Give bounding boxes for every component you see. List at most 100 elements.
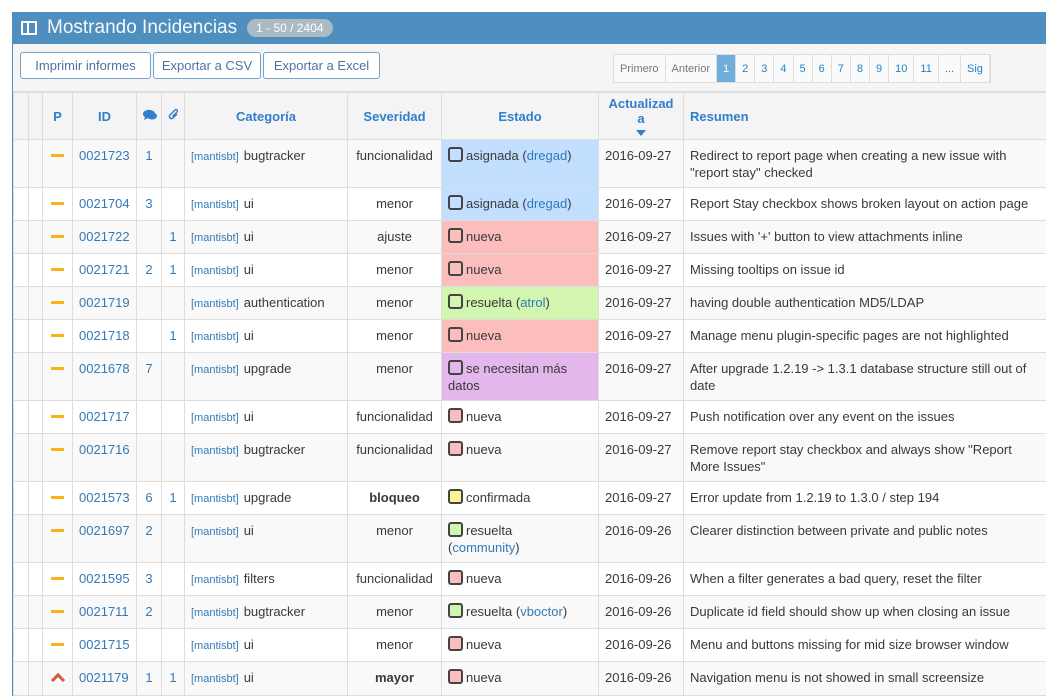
notes-link[interactable]: 1 (145, 148, 152, 163)
page-link[interactable]: 9 (870, 55, 889, 82)
col-status[interactable]: Estado (442, 93, 599, 140)
project-link[interactable]: [mantisbt] (191, 412, 239, 424)
project-link[interactable]: [mantisbt] (191, 298, 239, 310)
edit-cell[interactable] (29, 482, 43, 515)
select-cell[interactable] (14, 287, 29, 320)
issue-id-link[interactable]: 0021716 (79, 442, 130, 457)
select-cell[interactable] (14, 596, 29, 629)
page-link[interactable]: 10 (889, 55, 914, 82)
edit-cell[interactable] (29, 662, 43, 696)
edit-cell[interactable] (29, 188, 43, 221)
issue-id-link[interactable]: 0021573 (79, 490, 130, 505)
issue-id-link[interactable]: 0021697 (79, 523, 130, 538)
issue-id-link[interactable]: 0021711 (79, 604, 129, 619)
project-link[interactable]: [mantisbt] (191, 151, 239, 163)
issue-id-link[interactable]: 0021721 (79, 262, 130, 277)
select-cell[interactable] (14, 662, 29, 696)
col-priority[interactable]: P (43, 93, 73, 140)
edit-cell[interactable] (29, 596, 43, 629)
page-link[interactable]: 11 (914, 55, 938, 82)
page-link[interactable]: Primero (614, 55, 666, 82)
page-link[interactable]: ... (939, 55, 961, 82)
page-link[interactable]: 4 (774, 55, 793, 82)
project-link[interactable]: [mantisbt] (191, 640, 239, 652)
project-link[interactable]: [mantisbt] (191, 493, 239, 505)
issue-id-link[interactable]: 0021723 (79, 148, 130, 163)
issue-id-link[interactable]: 0021704 (79, 196, 130, 211)
issue-id-link[interactable]: 0021595 (79, 571, 130, 586)
issue-id-link[interactable]: 0021179 (79, 670, 129, 685)
edit-cell[interactable] (29, 140, 43, 188)
select-cell[interactable] (14, 629, 29, 662)
edit-cell[interactable] (29, 353, 43, 401)
edit-cell[interactable] (29, 320, 43, 353)
export-csv-button[interactable]: Exportar a CSV (153, 52, 261, 79)
notes-link[interactable]: 7 (145, 361, 152, 376)
select-cell[interactable] (14, 515, 29, 563)
select-cell[interactable] (14, 221, 29, 254)
attachments-link[interactable]: 1 (169, 229, 176, 244)
project-link[interactable]: [mantisbt] (191, 673, 239, 685)
project-link[interactable]: [mantisbt] (191, 574, 239, 586)
select-cell[interactable] (14, 140, 29, 188)
page-link[interactable]: 7 (832, 55, 851, 82)
issue-id-link[interactable]: 0021678 (79, 361, 130, 376)
issue-id-link[interactable]: 0021715 (79, 637, 130, 652)
select-cell[interactable] (14, 188, 29, 221)
notes-link[interactable]: 2 (145, 523, 152, 538)
col-updated[interactable]: Actualizada (599, 93, 684, 140)
attachments-link[interactable]: 1 (169, 328, 176, 343)
col-id[interactable]: ID (73, 93, 137, 140)
col-attachments[interactable] (162, 93, 185, 140)
handler-link[interactable]: community (452, 540, 515, 555)
page-link[interactable]: 2 (736, 55, 755, 82)
issue-id-link[interactable]: 0021722 (79, 229, 130, 244)
edit-cell[interactable] (29, 629, 43, 662)
edit-cell[interactable] (29, 221, 43, 254)
project-link[interactable]: [mantisbt] (191, 364, 239, 376)
project-link[interactable]: [mantisbt] (191, 526, 239, 538)
handler-link[interactable]: vboctor (520, 604, 563, 619)
notes-link[interactable]: 1 (145, 670, 152, 685)
issue-id-link[interactable]: 0021719 (79, 295, 130, 310)
project-link[interactable]: [mantisbt] (191, 265, 239, 277)
project-link[interactable]: [mantisbt] (191, 607, 239, 619)
select-cell[interactable] (14, 320, 29, 353)
select-cell[interactable] (14, 563, 29, 596)
print-reports-button[interactable]: Imprimir informes (20, 52, 151, 79)
edit-cell[interactable] (29, 563, 43, 596)
page-link[interactable]: 8 (851, 55, 870, 82)
handler-link[interactable]: dregad (527, 196, 567, 211)
col-notes[interactable] (137, 93, 162, 140)
select-cell[interactable] (14, 401, 29, 434)
project-link[interactable]: [mantisbt] (191, 331, 239, 343)
issue-id-link[interactable]: 0021718 (79, 328, 130, 343)
export-excel-button[interactable]: Exportar a Excel (263, 52, 380, 79)
col-severity[interactable]: Severidad (348, 93, 442, 140)
page-link[interactable]: Sig (961, 55, 990, 82)
notes-link[interactable]: 6 (145, 490, 152, 505)
edit-cell[interactable] (29, 515, 43, 563)
page-link[interactable]: Anterior (666, 55, 718, 82)
notes-link[interactable]: 3 (145, 571, 152, 586)
notes-link[interactable]: 3 (145, 196, 152, 211)
col-summary[interactable]: Resumen (684, 93, 1046, 140)
select-cell[interactable] (14, 434, 29, 482)
page-link[interactable]: 1 (717, 55, 736, 82)
attachments-link[interactable]: 1 (169, 262, 176, 277)
attachments-link[interactable]: 1 (169, 490, 176, 505)
edit-cell[interactable] (29, 254, 43, 287)
edit-cell[interactable] (29, 434, 43, 482)
page-link[interactable]: 3 (755, 55, 774, 82)
page-link[interactable]: 5 (794, 55, 813, 82)
select-cell[interactable] (14, 353, 29, 401)
handler-link[interactable]: atrol (520, 295, 545, 310)
notes-link[interactable]: 2 (145, 604, 152, 619)
select-cell[interactable] (14, 254, 29, 287)
project-link[interactable]: [mantisbt] (191, 232, 239, 244)
page-link[interactable]: 6 (813, 55, 832, 82)
attachments-link[interactable]: 1 (169, 670, 176, 685)
col-category[interactable]: Categoría (185, 93, 348, 140)
handler-link[interactable]: dregad (527, 148, 567, 163)
project-link[interactable]: [mantisbt] (191, 199, 239, 211)
